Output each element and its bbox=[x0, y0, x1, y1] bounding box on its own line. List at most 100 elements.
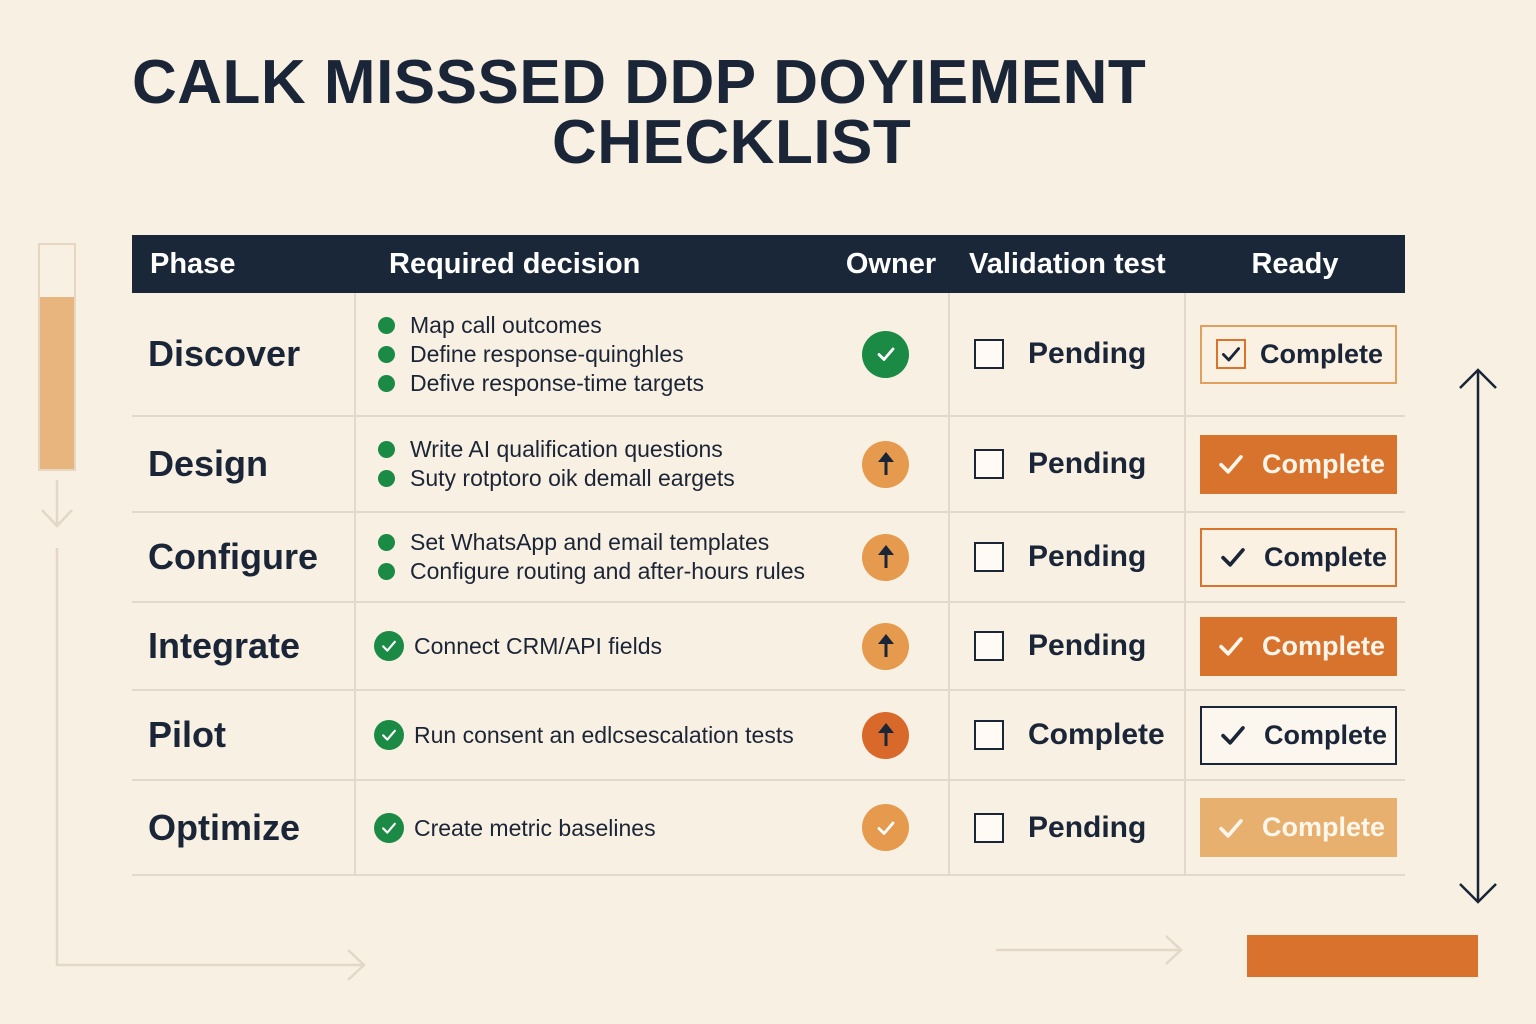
title-line-2: CHECKLIST bbox=[552, 108, 912, 177]
owner-cell bbox=[833, 690, 949, 781]
check-circle-icon bbox=[374, 812, 404, 843]
validation-status: Pending bbox=[1028, 337, 1147, 370]
decision-item: Set WhatsApp and email templates bbox=[374, 528, 833, 557]
owner-cell bbox=[833, 602, 949, 691]
ready-complete-button[interactable]: Complete bbox=[1200, 798, 1397, 857]
checkbox-checked-icon bbox=[1216, 339, 1246, 369]
checklist-table: Phase Required decision Owner Validation… bbox=[132, 235, 1405, 876]
decision-text: Set WhatsApp and email templates bbox=[410, 529, 770, 555]
owner-cell bbox=[833, 780, 949, 876]
decision-cell: Write AI qualification questions Suty rot… bbox=[354, 416, 833, 513]
check-icon bbox=[1216, 540, 1250, 574]
decision-text: Write AI qualification questions bbox=[410, 436, 723, 462]
validation-cell: Pending bbox=[948, 602, 1185, 691]
ready-label: Complete bbox=[1264, 719, 1388, 750]
decision-item: Defive response-time targets bbox=[374, 369, 833, 398]
phase-label: Pilot bbox=[132, 690, 355, 781]
title-line-1: CALK MISSSED DDP DOYIEMENT bbox=[132, 48, 1147, 117]
ready-complete-button[interactable]: Complete bbox=[1200, 705, 1397, 765]
validation-status: Complete bbox=[1028, 718, 1165, 751]
decision-list: Write AI qualification questions Suty rot… bbox=[374, 435, 833, 493]
check-icon bbox=[1214, 811, 1248, 845]
decision-item: Run consent an edlcsescalation tests bbox=[374, 720, 833, 750]
decision-text: Run consent an edlcsescalation tests bbox=[414, 722, 794, 748]
decision-item: Connect CRM/API fields bbox=[374, 631, 833, 661]
decision-text: Create metric baselines bbox=[414, 814, 656, 841]
table-row: Configure Set WhatsApp and email templat… bbox=[132, 512, 1405, 603]
ready-cell: Complete bbox=[1184, 512, 1405, 603]
table-row: Optimize Create metric baselines Pending… bbox=[132, 780, 1405, 876]
validation-status: Pending bbox=[1028, 629, 1147, 662]
check-circle-icon bbox=[862, 330, 909, 378]
check-circle-icon bbox=[374, 631, 404, 661]
validation-checkbox[interactable] bbox=[974, 812, 1004, 843]
arrow-up-circle-icon bbox=[862, 711, 909, 759]
validation-cell: Complete bbox=[948, 690, 1185, 781]
ready-label: Complete bbox=[1260, 338, 1384, 369]
check-icon bbox=[1214, 629, 1248, 663]
decision-text: Suty rotptoro oik demall eargets bbox=[410, 465, 735, 491]
table-header-row: Phase Required decision Owner Validation… bbox=[132, 235, 1405, 293]
ready-complete-button[interactable]: Complete bbox=[1200, 527, 1397, 587]
bullet-dot-icon bbox=[378, 563, 395, 580]
phase-label: Integrate bbox=[132, 602, 355, 691]
validation-cell: Pending bbox=[948, 416, 1185, 513]
right-arrow-icon bbox=[996, 935, 1183, 965]
down-arrow-icon bbox=[41, 480, 73, 528]
ready-cell: Complete bbox=[1184, 416, 1405, 513]
ready-complete-button[interactable]: Complete bbox=[1200, 616, 1397, 676]
arrow-up-circle-icon bbox=[862, 622, 909, 670]
phase-label: Discover bbox=[132, 293, 355, 417]
validation-cell: Pending bbox=[948, 293, 1185, 417]
progress-bar bbox=[38, 243, 76, 471]
bullet-dot-icon bbox=[378, 470, 395, 487]
decision-text: Define response-quinghles bbox=[410, 340, 684, 367]
ready-cell: Complete bbox=[1184, 602, 1405, 691]
phase-label: Optimize bbox=[132, 780, 355, 876]
ready-complete-button[interactable]: Complete bbox=[1200, 434, 1397, 494]
bullet-dot-icon bbox=[378, 345, 395, 363]
bullet-dot-icon bbox=[378, 441, 395, 458]
bullet-dot-icon bbox=[378, 316, 395, 334]
ready-label: Complete bbox=[1262, 448, 1386, 479]
table-row: Discover Map call outcomes Define respons… bbox=[132, 293, 1405, 417]
owner-cell bbox=[833, 512, 949, 603]
validation-checkbox[interactable] bbox=[974, 542, 1004, 572]
vertical-double-arrow-icon bbox=[1459, 368, 1497, 904]
header-phase: Phase bbox=[132, 235, 355, 293]
validation-checkbox[interactable] bbox=[974, 720, 1004, 750]
header-validation-test: Validation test bbox=[949, 235, 1185, 293]
table-row: Integrate Connect CRM/API fields Pending… bbox=[132, 602, 1405, 691]
owner-cell bbox=[833, 293, 949, 417]
ready-cell: Complete bbox=[1184, 780, 1405, 876]
validation-cell: Pending bbox=[948, 780, 1185, 876]
ready-complete-button[interactable]: Complete bbox=[1200, 324, 1397, 384]
bullet-dot-icon bbox=[378, 374, 395, 392]
decision-list: Connect CRM/API fields bbox=[374, 631, 833, 661]
phase-label: Design bbox=[132, 416, 355, 513]
footer-accent-bar bbox=[1247, 935, 1478, 977]
validation-checkbox[interactable] bbox=[974, 449, 1004, 479]
ready-label: Complete bbox=[1262, 812, 1386, 842]
validation-status: Pending bbox=[1028, 447, 1147, 480]
validation-checkbox[interactable] bbox=[974, 631, 1004, 661]
table-row: Pilot Run consent an edlcsescalation tes… bbox=[132, 690, 1405, 781]
ready-label: Complete bbox=[1262, 630, 1386, 661]
decision-cell: Connect CRM/API fields bbox=[354, 602, 833, 691]
decision-text: Connect CRM/API fields bbox=[414, 633, 662, 659]
decision-item: Suty rotptoro oik demall eargets bbox=[374, 464, 833, 493]
progress-bar-fill bbox=[40, 296, 74, 469]
validation-checkbox[interactable] bbox=[974, 339, 1004, 369]
check-circle-icon bbox=[374, 720, 404, 750]
phase-label: Configure bbox=[132, 512, 355, 603]
decision-item: Configure routing and after-hours rules bbox=[374, 557, 833, 586]
decision-cell: Create metric baselines bbox=[354, 780, 833, 876]
check-circle-icon bbox=[862, 804, 909, 851]
decision-cell: Map call outcomes Define response-quinghl… bbox=[354, 293, 833, 417]
header-ready: Ready bbox=[1185, 235, 1405, 293]
decision-text: Defive response-time targets bbox=[410, 369, 705, 396]
decision-text: Configure routing and after-hours rules bbox=[410, 558, 806, 584]
decision-list: Create metric baselines bbox=[374, 812, 833, 843]
validation-status: Pending bbox=[1028, 810, 1147, 844]
check-icon bbox=[1214, 447, 1248, 481]
